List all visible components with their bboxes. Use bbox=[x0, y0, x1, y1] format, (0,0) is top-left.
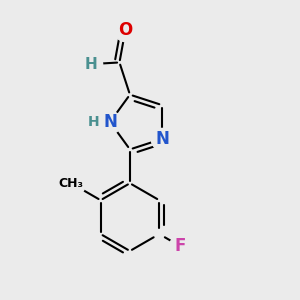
Text: H: H bbox=[88, 115, 100, 129]
Text: N: N bbox=[155, 130, 169, 148]
Text: CH₃: CH₃ bbox=[59, 177, 84, 190]
Text: F: F bbox=[174, 237, 185, 255]
Text: O: O bbox=[118, 21, 133, 39]
Text: H: H bbox=[84, 57, 97, 72]
Text: N: N bbox=[103, 113, 117, 131]
